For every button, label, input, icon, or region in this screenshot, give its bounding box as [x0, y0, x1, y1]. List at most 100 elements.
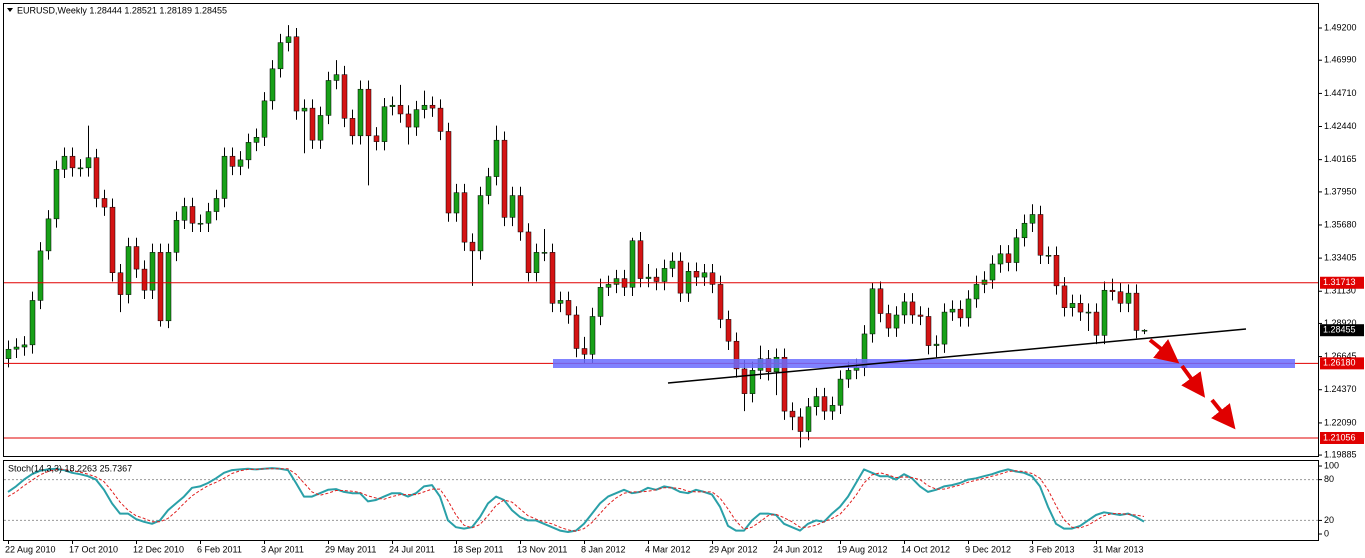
candle-body	[533, 252, 540, 273]
candle-body	[997, 253, 1004, 265]
candle-body	[957, 308, 964, 319]
candle-body	[389, 104, 396, 107]
candle-body	[1077, 303, 1084, 313]
level-label: 1.31713	[1323, 277, 1356, 287]
candle-body	[1101, 289, 1108, 336]
support-zone	[553, 359, 1295, 368]
candle-body	[237, 159, 244, 167]
candle-body	[1053, 255, 1060, 287]
candle-body	[1133, 292, 1140, 331]
candle-body	[229, 155, 236, 167]
candle-body	[149, 252, 156, 291]
candle-body	[941, 311, 948, 345]
candle-body	[573, 314, 580, 349]
trend-line	[667, 328, 1247, 384]
level-label: 1.21056	[1323, 432, 1356, 442]
x-tick-label: 9 Dec 2012	[965, 544, 1011, 554]
candle-body	[485, 176, 492, 196]
x-tick-label: 29 May 2011	[325, 544, 376, 554]
candle-body	[965, 298, 972, 319]
candle-body	[973, 284, 980, 300]
x-tick-label: 24 Jun 2012	[773, 544, 823, 554]
candle-body	[917, 314, 924, 317]
candle-body	[797, 416, 804, 432]
candle-body	[437, 107, 444, 132]
candle-body	[693, 271, 700, 278]
candle-body	[477, 195, 484, 252]
candle-body	[293, 36, 300, 112]
candle-body	[829, 405, 836, 412]
candle-body	[413, 109, 420, 128]
candle-body	[85, 157, 92, 169]
candle-body	[61, 155, 68, 170]
candle-body	[893, 314, 900, 329]
candle-body	[725, 319, 732, 342]
candle-body	[333, 74, 340, 81]
x-tick-label: 17 Oct 2010	[69, 544, 118, 554]
y-tick-label: 1.26645	[1324, 351, 1357, 361]
candle-body	[669, 260, 676, 269]
x-tick-label: 13 Nov 2011	[517, 544, 567, 554]
candle-body	[733, 340, 740, 370]
y-tick-label: 1.46990	[1324, 55, 1357, 65]
x-tick-label: 14 Oct 2012	[901, 544, 950, 554]
y-tick-label: 1.37950	[1324, 186, 1357, 196]
candle-body	[677, 260, 684, 294]
candle-body	[741, 368, 748, 394]
x-tick-label: 12 Dec 2010	[133, 544, 184, 554]
arrow	[1180, 364, 1206, 398]
candle-body	[813, 396, 820, 408]
level-label: 1.26180	[1323, 358, 1356, 368]
candle-body	[613, 278, 620, 285]
y-tick-label: 20	[1324, 515, 1334, 525]
candle-body	[429, 104, 436, 109]
candle-body	[1021, 222, 1028, 239]
candle-body	[933, 343, 940, 346]
candle-body	[253, 137, 260, 143]
candle-body	[245, 142, 252, 161]
candle-body	[1093, 311, 1100, 336]
candle-body	[1085, 311, 1092, 314]
level-label-bg	[1320, 431, 1364, 444]
candle-body	[645, 276, 652, 279]
x-tick-label: 6 Feb 2011	[197, 544, 242, 554]
candle-body	[93, 157, 100, 199]
candle-body	[173, 220, 180, 253]
stoch-panel-frame	[3, 460, 1319, 541]
candle-body	[717, 284, 724, 320]
candle-body	[901, 301, 908, 316]
candle-body	[1141, 329, 1148, 332]
candle-body	[373, 135, 380, 142]
candle-body	[181, 206, 188, 221]
candle-body	[365, 88, 372, 137]
candle-body	[637, 240, 644, 279]
x-tick-label: 3 Apr 2011	[261, 544, 304, 554]
candle-body	[205, 211, 212, 224]
candle-body	[493, 139, 500, 177]
x-tick-label: 4 Mar 2012	[645, 544, 691, 554]
candle-body	[1109, 289, 1116, 292]
candle-body	[37, 250, 44, 301]
candle-body	[981, 279, 988, 285]
x-tick-label: 3 Feb 2013	[1029, 544, 1075, 554]
y-tick-label: 1.31130	[1324, 286, 1356, 296]
main-panel-frame	[3, 3, 1319, 457]
candle-body	[277, 42, 284, 70]
y-tick-label: 1.24370	[1324, 384, 1357, 394]
candle-body	[781, 356, 788, 412]
last-price-bg	[1320, 324, 1364, 337]
candle-body	[597, 287, 604, 317]
candle-body	[629, 240, 636, 288]
candle-body	[469, 241, 476, 252]
y-tick-label: 1.19885	[1324, 449, 1357, 459]
menu-triangle	[7, 8, 13, 12]
y-tick-label: 0	[1324, 528, 1329, 538]
candle-body	[397, 104, 404, 115]
y-tick-label: 1.28920	[1324, 318, 1357, 328]
candle-body	[357, 88, 364, 137]
drawn-objects	[553, 328, 1295, 430]
candle-body	[909, 301, 916, 316]
x-tick-label: 24 Jul 2011	[389, 544, 435, 554]
candle-body	[69, 155, 76, 169]
candle-body	[885, 313, 892, 329]
